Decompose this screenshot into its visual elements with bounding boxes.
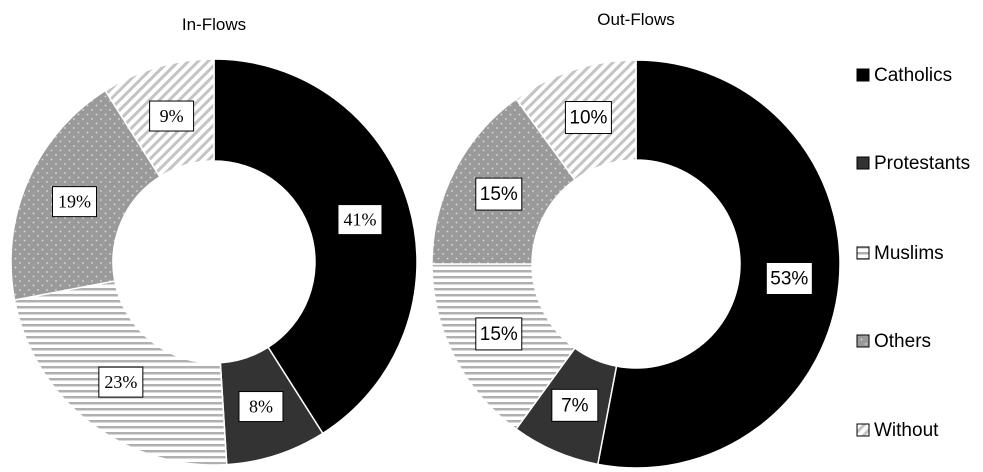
slice-label-others: 19% bbox=[58, 192, 91, 212]
label-box-catholics bbox=[765, 261, 813, 295]
legend-swatch-catholics bbox=[856, 68, 870, 82]
legend-swatch-without bbox=[856, 423, 870, 437]
slice-catholics bbox=[213, 58, 418, 435]
in-flows-donut-chart: In-Flows 41% 8% 23% 19% 9% bbox=[10, 15, 418, 466]
slice-label-protestants: 8% bbox=[249, 397, 273, 417]
legend-label-without: Without bbox=[874, 420, 939, 441]
label-box-protestants bbox=[551, 388, 599, 422]
slice-label-without: 9% bbox=[160, 106, 184, 126]
label-box-muslims bbox=[475, 317, 523, 351]
chart-legend: Catholics Protestants Muslims Others Wit… bbox=[856, 65, 970, 441]
slice-catholics bbox=[596, 59, 841, 469]
legend-label-protestants: Protestants bbox=[874, 153, 970, 174]
slice-label-catholics: 53% bbox=[770, 268, 808, 289]
legend-label-muslims: Muslims bbox=[874, 243, 944, 264]
legend-swatch-others bbox=[856, 334, 870, 348]
label-box-catholics bbox=[337, 204, 383, 236]
slice-label-muslims: 15% bbox=[480, 324, 518, 345]
legend-label-catholics: Catholics bbox=[874, 65, 952, 86]
slice-label-others: 15% bbox=[480, 184, 518, 205]
slice-label-catholics: 41% bbox=[343, 210, 376, 230]
label-box-protestants bbox=[238, 391, 284, 423]
label-box-others bbox=[52, 186, 98, 218]
label-box-muslims bbox=[98, 366, 144, 398]
label-box-without bbox=[564, 101, 612, 135]
out-flows-title: Out-Flows bbox=[597, 10, 674, 29]
slice-label-protestants: 7% bbox=[561, 395, 589, 416]
out-flows-donut-chart: Out-Flows 53% 7% 15% 15% 10% bbox=[431, 10, 841, 469]
in-flows-title: In-Flows bbox=[182, 15, 246, 34]
legend-item-others: Others bbox=[856, 331, 931, 352]
legend-item-catholics: Catholics bbox=[856, 65, 952, 86]
label-box-without bbox=[149, 100, 195, 132]
label-box-others bbox=[475, 177, 523, 211]
legend-item-protestants: Protestants bbox=[856, 153, 970, 174]
legend-item-without: Without bbox=[856, 420, 939, 441]
legend-label-others: Others bbox=[874, 331, 931, 352]
legend-swatch-muslims bbox=[856, 246, 870, 260]
slice-label-without: 10% bbox=[569, 108, 607, 129]
slice-label-muslims: 23% bbox=[104, 372, 137, 392]
legend-item-muslims: Muslims bbox=[856, 243, 944, 264]
legend-swatch-protestants bbox=[856, 156, 870, 170]
